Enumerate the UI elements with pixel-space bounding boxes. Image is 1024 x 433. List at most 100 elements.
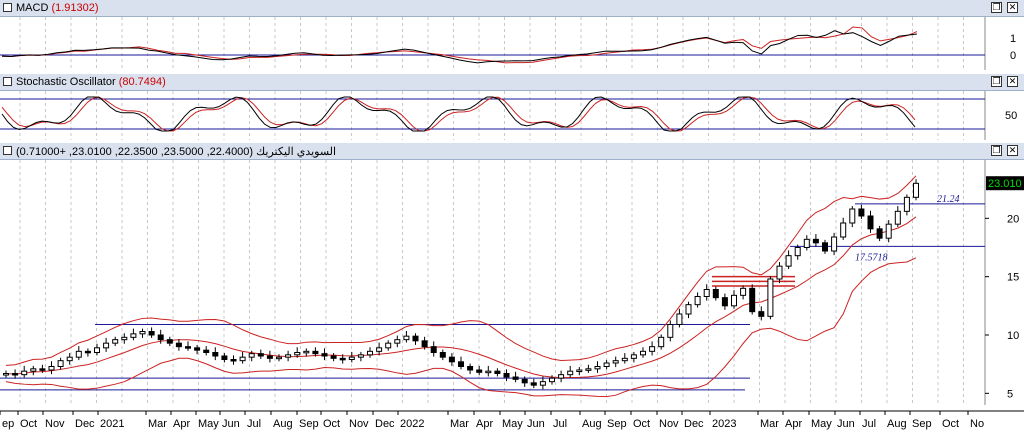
- candle-body: [630, 354, 637, 359]
- candle-body: [649, 346, 656, 352]
- candle-body: [539, 381, 546, 386]
- candle-body: [294, 352, 301, 356]
- candle-body: [57, 360, 64, 368]
- candle-body: [30, 368, 37, 372]
- macd-plot: 10: [0, 17, 1016, 70]
- x-tick-label: Aug: [887, 418, 907, 430]
- candle-body: [148, 331, 155, 336]
- candle-body: [12, 373, 19, 376]
- x-tick-label: Sep: [607, 418, 627, 430]
- bollinger-upper: [5, 175, 917, 366]
- restore-icon[interactable]: ❐: [991, 2, 1002, 13]
- candle-body: [112, 339, 119, 344]
- candle-body: [185, 346, 191, 349]
- candle-body: [276, 356, 282, 360]
- candle-body: [121, 336, 128, 341]
- x-tick-label: Dec: [75, 418, 95, 430]
- candle-body: [75, 350, 82, 358]
- candle-body: [175, 342, 182, 348]
- pane-checkbox[interactable]: [3, 3, 12, 12]
- candle-body: [512, 376, 519, 380]
- candle-body: [612, 360, 619, 364]
- candle-body: [494, 370, 501, 375]
- close-icon[interactable]: ✕: [1007, 2, 1018, 13]
- y-tick-label: 50: [1005, 110, 1017, 122]
- candle-body: [812, 238, 819, 244]
- x-tick-label: May: [811, 418, 832, 430]
- x-tick-label: Apr: [476, 418, 493, 430]
- x-tick-label: Oct: [323, 418, 340, 430]
- pane-checkbox[interactable]: [3, 146, 12, 155]
- macd-line: [1, 30, 918, 64]
- candle-body: [257, 353, 264, 357]
- candle-body: [230, 359, 237, 362]
- candle-body: [794, 247, 801, 257]
- candle-body: [48, 366, 55, 371]
- pane-checkbox[interactable]: [3, 77, 12, 86]
- candle-body: [558, 374, 565, 379]
- candle-body: [376, 347, 383, 352]
- candle-body: [903, 196, 910, 212]
- x-tick-label: May: [198, 418, 219, 430]
- y-tick-label: 15: [1007, 272, 1019, 284]
- candle-body: [758, 311, 765, 317]
- x-tick-label: Jul: [247, 418, 261, 430]
- x-tick-label: Apr: [173, 418, 190, 430]
- macd-title: MACD (1.91302): [16, 2, 99, 14]
- price-annotation: 21.24: [937, 194, 960, 205]
- candle-body: [694, 296, 701, 306]
- candle-body: [357, 354, 364, 358]
- candle-body: [439, 352, 446, 358]
- x-tick-label: Jun: [527, 418, 545, 430]
- candle-body: [913, 182, 919, 198]
- candle-body: [476, 369, 483, 373]
- candle-body: [676, 313, 683, 325]
- y-tick-label: 5: [1007, 388, 1013, 400]
- candle-body: [321, 353, 328, 357]
- candle-body: [567, 370, 574, 376]
- stoch-d-line: [1, 96, 916, 132]
- x-tick-label: Jul: [862, 418, 876, 430]
- restore-icon[interactable]: ❐: [991, 76, 1002, 87]
- x-tick-label: Jun: [837, 418, 855, 430]
- close-icon[interactable]: ✕: [1007, 76, 1018, 87]
- x-tick-label: Nov: [349, 418, 369, 430]
- stochastic-title: Stochastic Oscillator (80.7494): [16, 76, 166, 88]
- stoch-k-line: [1, 96, 916, 132]
- candle-body: [803, 238, 810, 249]
- price-title-bar: السويدي اليكتريك (22.4000, 23.5000, 22.3…: [0, 143, 1024, 160]
- bollinger-lower: [5, 257, 917, 398]
- x-tick-label: Aug: [273, 418, 293, 430]
- x-tick-label: 2023: [712, 418, 736, 430]
- y-tick-label: 0: [1010, 50, 1016, 62]
- candle-body: [585, 368, 592, 371]
- candle-body: [66, 356, 73, 362]
- candle-body: [266, 355, 273, 359]
- x-tick-label: 2022: [400, 418, 424, 430]
- candle-body: [312, 350, 319, 355]
- candle-body: [594, 366, 601, 370]
- candle-body: [130, 333, 137, 338]
- candle-body: [876, 228, 883, 239]
- restore-icon[interactable]: ❐: [991, 145, 1002, 156]
- macd-signal-line: [1, 26, 918, 64]
- candle-body: [767, 278, 774, 317]
- candle-body: [21, 370, 28, 376]
- price-annotation: 17.5718: [855, 252, 888, 263]
- candle-body: [740, 287, 747, 296]
- candle-body: [303, 350, 310, 354]
- x-tick-label: Oct: [942, 418, 959, 430]
- candle-body: [831, 236, 838, 252]
- price-title: السويدي اليكتريك (22.4000, 23.5000, 22.3…: [16, 146, 337, 158]
- candle-body: [348, 356, 355, 361]
- candle-body: [576, 369, 583, 372]
- candle-body: [685, 304, 692, 315]
- candle-body: [339, 357, 346, 361]
- x-tick-label: Aug: [582, 418, 602, 430]
- candle-body: [285, 354, 292, 358]
- candle-body: [103, 342, 110, 349]
- x-tick-label: Mar: [450, 418, 469, 430]
- candle-body: [394, 339, 401, 344]
- candle-body: [667, 324, 674, 338]
- close-icon[interactable]: ✕: [1007, 145, 1018, 156]
